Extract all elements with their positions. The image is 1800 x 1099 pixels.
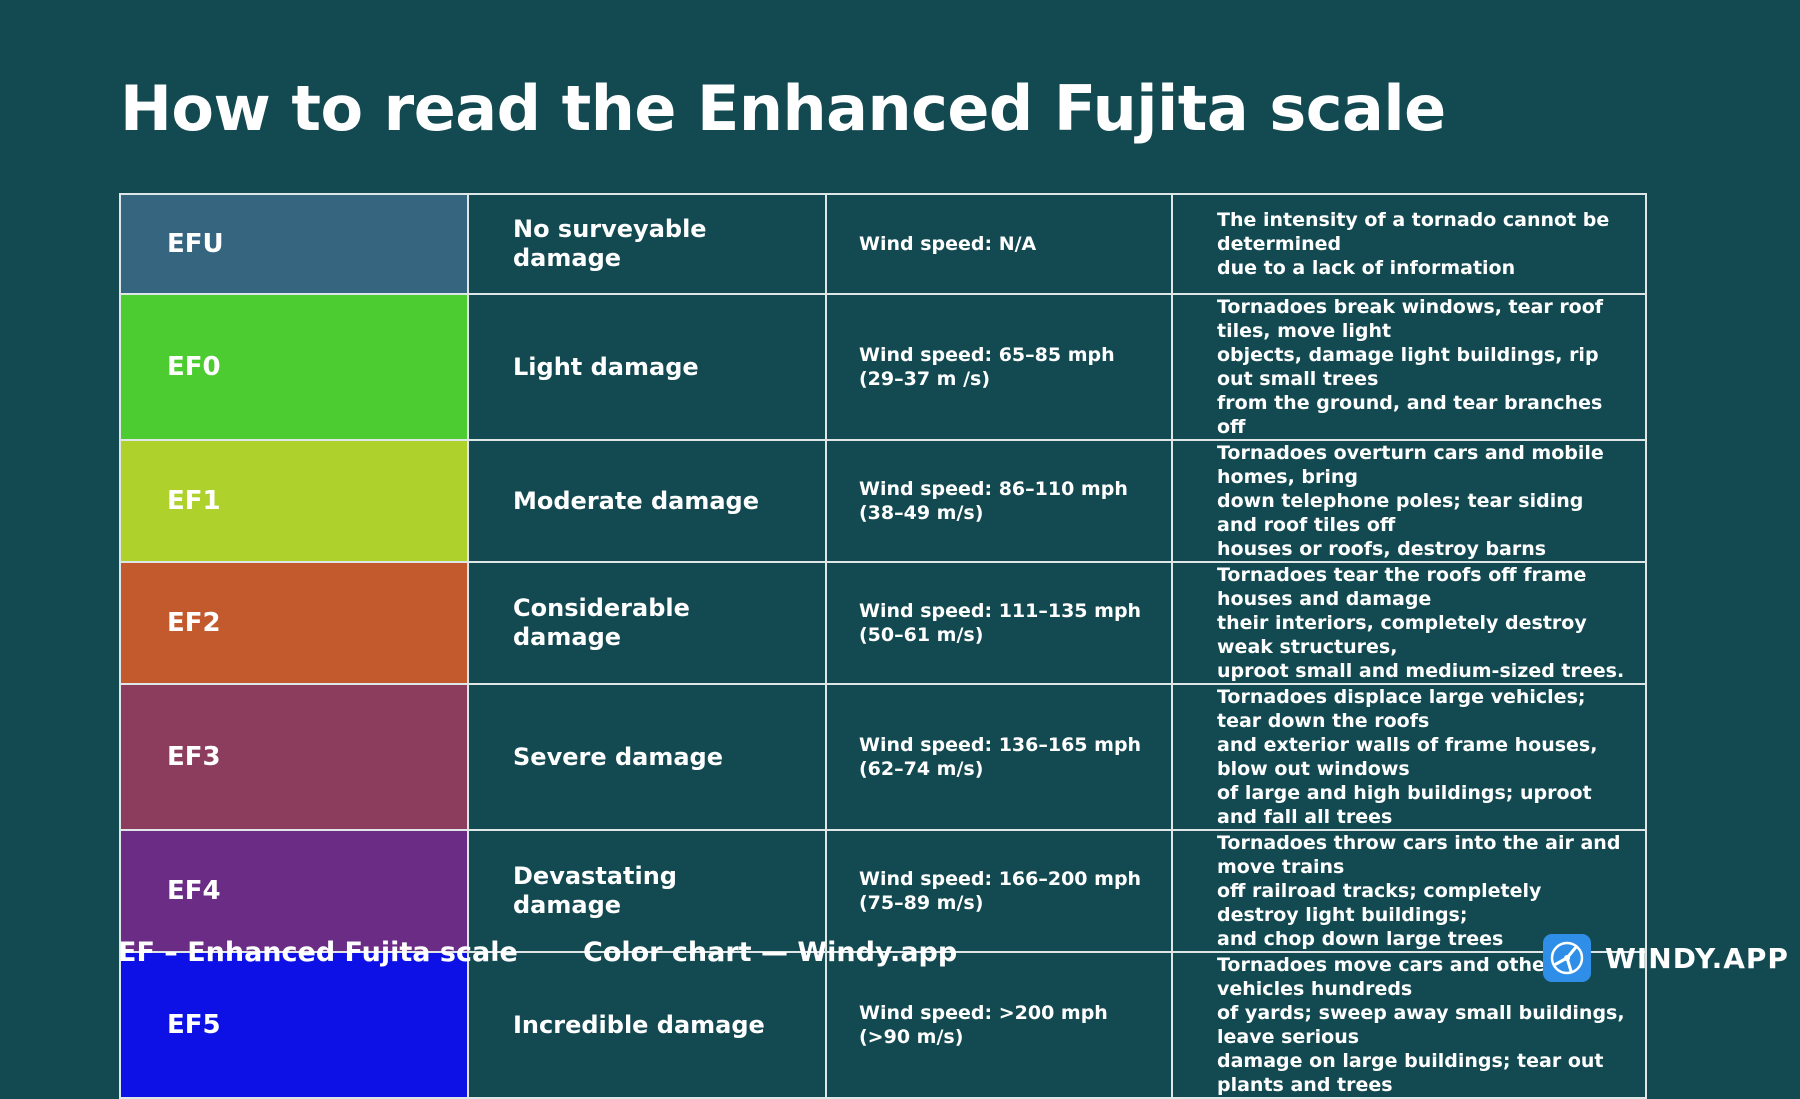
level-cell: EF5: [119, 951, 469, 1099]
wind-speed-cell: Wind speed: 111–135 mph (50–61 m/s): [825, 561, 1173, 685]
description-text: Tornadoes overturn cars and mobile homes…: [1217, 442, 1604, 560]
level-label: EF5: [167, 1010, 221, 1040]
damage-cell: Moderate damage: [467, 439, 827, 563]
description-cell: Tornadoes break windows, tear roof tiles…: [1171, 293, 1647, 441]
wind-speed-text: Wind speed: 111–135 mph (50–61 m/s): [859, 600, 1142, 646]
wind-speed-text: Wind speed: 136–165 mph (62–74 m/s): [859, 734, 1142, 780]
wind-speed-cell: Wind speed: 166–200 mph (75–89 m/s): [825, 829, 1173, 953]
description-text: Tornadoes tear the roofs off frame house…: [1217, 564, 1625, 682]
table-row-ef3: EF3 Severe damage Wind speed: 136–165 mp…: [119, 683, 1647, 831]
description-cell: The intensity of a tornado cannot be det…: [1171, 193, 1647, 295]
windy-app-logo-text: WINDY.APP: [1605, 941, 1789, 975]
wind-speed-cell: Wind speed: 136–165 mph (62–74 m/s): [825, 683, 1173, 831]
table-row-ef5: EF5 Incredible damage Wind speed: >200 m…: [119, 951, 1647, 1099]
level-label: EF1: [167, 486, 221, 516]
page-title: How to read the Enhanced Fujita scale: [120, 72, 1446, 145]
description-text: Tornadoes displace large vehicles; tear …: [1217, 686, 1598, 828]
wind-speed-cell: Wind speed: 65–85 mph (29–37 m /s): [825, 293, 1173, 441]
wind-speed-text: Wind speed: 166–200 mph (75–89 m/s): [859, 868, 1142, 914]
description-text: Tornadoes throw cars into the air and mo…: [1217, 832, 1621, 950]
description-cell: Tornadoes displace large vehicles; tear …: [1171, 683, 1647, 831]
level-cell: EF2: [119, 561, 469, 685]
table-row-ef2: EF2 Considerable damage Wind speed: 111–…: [119, 561, 1647, 685]
damage-label: No surveyable damage: [513, 215, 707, 272]
level-label: EF4: [167, 876, 221, 906]
description-text: Tornadoes break windows, tear roof tiles…: [1217, 296, 1604, 438]
damage-label: Considerable damage: [513, 594, 690, 651]
level-label: EF0: [167, 352, 221, 382]
level-cell: EF0: [119, 293, 469, 441]
level-label: EF3: [167, 742, 221, 772]
level-label: EF2: [167, 608, 221, 638]
damage-cell: Severe damage: [467, 683, 827, 831]
level-cell: EFU: [119, 193, 469, 295]
level-cell: EF4: [119, 829, 469, 953]
description-cell: Tornadoes overturn cars and mobile homes…: [1171, 439, 1647, 563]
scale-legend-note: EF – Enhanced Fujita scale: [118, 937, 518, 968]
level-label: EFU: [167, 229, 224, 259]
damage-label: Devastating damage: [513, 862, 677, 919]
damage-label: Light damage: [513, 352, 699, 381]
table-row-ef1: EF1 Moderate damage Wind speed: 86–110 m…: [119, 439, 1647, 563]
wind-speed-text: Wind speed: >200 mph (>90 m/s): [859, 1002, 1108, 1048]
level-cell: EF1: [119, 439, 469, 563]
description-cell: Tornadoes tear the roofs off frame house…: [1171, 561, 1647, 685]
windy-app-logo-icon: [1543, 934, 1591, 982]
damage-cell: Considerable damage: [467, 561, 827, 685]
table-row-ef4: EF4 Devastating damage Wind speed: 166–2…: [119, 829, 1647, 953]
damage-label: Incredible damage: [513, 1010, 765, 1039]
damage-label: Severe damage: [513, 742, 723, 771]
damage-cell: No surveyable damage: [467, 193, 827, 295]
damage-cell: Devastating damage: [467, 829, 827, 953]
wind-speed-cell: Wind speed: >200 mph (>90 m/s): [825, 951, 1173, 1099]
table-row-efu: EFU No surveyable damage Wind speed: N/A…: [119, 193, 1647, 295]
wind-speed-cell: Wind speed: N/A: [825, 193, 1173, 295]
windy-app-logo[interactable]: WINDY.APP: [1543, 934, 1789, 982]
description-text: The intensity of a tornado cannot be det…: [1217, 209, 1610, 279]
level-cell: EF3: [119, 683, 469, 831]
wind-speed-text: Wind speed: 86–110 mph (38–49 m/s): [859, 478, 1128, 524]
wind-speed-text: Wind speed: 65–85 mph (29–37 m /s): [859, 344, 1115, 390]
description-cell: Tornadoes throw cars into the air and mo…: [1171, 829, 1647, 953]
table-row-ef0: EF0 Light damage Wind speed: 65–85 mph (…: [119, 293, 1647, 441]
damage-label: Moderate damage: [513, 486, 759, 515]
damage-cell: Light damage: [467, 293, 827, 441]
wind-speed-cell: Wind speed: 86–110 mph (38–49 m/s): [825, 439, 1173, 563]
wind-speed-text: Wind speed: N/A: [859, 233, 1037, 255]
damage-cell: Incredible damage: [467, 951, 827, 1099]
color-chart-credit: Color chart — Windy.app: [583, 937, 958, 968]
